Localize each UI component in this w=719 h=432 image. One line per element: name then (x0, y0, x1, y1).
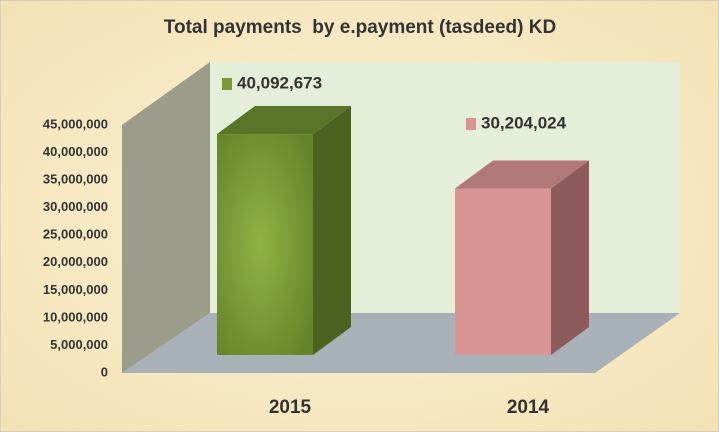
bar-side (313, 106, 351, 355)
side-wall (122, 62, 210, 373)
y-tick-label: 5,000,000 (50, 337, 108, 352)
bar-top (217, 106, 351, 135)
y-tick-label: 25,000,000 (43, 227, 108, 242)
bar (217, 134, 313, 355)
chart-title: Total payments by e.payment (tasdeed) KD (164, 17, 556, 38)
y-tick-label: 20,000,000 (43, 254, 108, 269)
y-tick-label: 0 (101, 364, 108, 379)
y-tick-label: 30,000,000 (43, 199, 108, 214)
value-label-marker (466, 118, 476, 130)
x-tick-label: 2014 (507, 397, 550, 418)
floor (122, 313, 680, 373)
y-tick-label: 40,000,000 (43, 144, 108, 159)
bar (455, 188, 551, 355)
x-tick-label: 2015 (269, 397, 312, 418)
value-label: 30,204,024 (481, 113, 567, 132)
y-tick-label: 45,000,000 (43, 116, 108, 131)
y-tick-label: 10,000,000 (43, 309, 108, 324)
value-label: 40,092,673 (237, 73, 322, 92)
bar-top (455, 160, 589, 189)
y-tick-label: 15,000,000 (43, 282, 108, 297)
value-label-marker (222, 78, 232, 90)
bar-side (551, 160, 589, 355)
y-tick-label: 35,000,000 (43, 172, 108, 187)
